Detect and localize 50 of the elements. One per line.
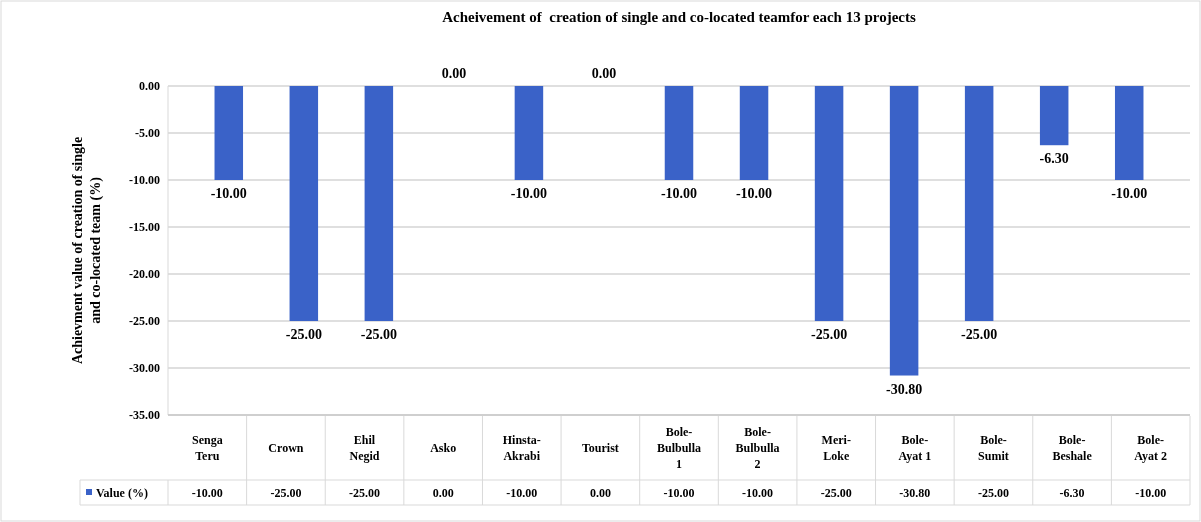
y-tick-label: -15.00 bbox=[129, 220, 160, 234]
text: -10.00 bbox=[735, 186, 773, 201]
data-label: -10.00 bbox=[506, 486, 538, 500]
data-label: -25.00 bbox=[270, 486, 302, 500]
data-label: -6.30 bbox=[1059, 486, 1085, 500]
data-label: -25.00 bbox=[977, 486, 1009, 500]
text: -30.80 bbox=[886, 381, 923, 397]
y-tick-label: -10.00 bbox=[129, 173, 160, 187]
data-label: -25.00 bbox=[820, 486, 852, 500]
x-tick-label: Bole-Bulbulla 1 bbox=[656, 424, 702, 471]
x-tick-label: Ehil Negid bbox=[349, 432, 380, 463]
x-tick-label: Bole-Ayat 2 bbox=[1134, 432, 1168, 463]
text: -10.00 bbox=[1111, 186, 1148, 201]
data-label: -10.00 bbox=[1135, 486, 1167, 500]
y-axis-title: Achievment value of creation of single and co-located team (%) bbox=[70, 136, 104, 365]
x-tick-label: Bole-Bulbulla 2 bbox=[735, 424, 780, 471]
text: -6.30 bbox=[1039, 151, 1069, 167]
x-tick-label: Meri-Loke bbox=[821, 432, 851, 463]
x-tick-label: Senga Teru bbox=[191, 432, 223, 463]
y-tick-label: -5.00 bbox=[135, 126, 160, 140]
x-tick-label: Tourist bbox=[581, 440, 619, 455]
text: -10.00 bbox=[660, 186, 698, 201]
text: -25.00 bbox=[810, 327, 848, 342]
text: 0.00 bbox=[441, 66, 467, 81]
y-tick-label: -25.00 bbox=[129, 314, 160, 328]
legend-label: Value (%) bbox=[96, 486, 148, 500]
data-label: 0.00 bbox=[589, 486, 611, 500]
data-label: -10.00 bbox=[191, 486, 223, 500]
data-label: 0.00 bbox=[432, 486, 454, 500]
y-tick-label: -30.00 bbox=[129, 361, 160, 375]
data-label: -25.00 bbox=[349, 486, 381, 500]
x-tick-label: Asko bbox=[430, 440, 457, 455]
data-label: -30.80 bbox=[899, 486, 931, 500]
text: -10.00 bbox=[210, 186, 247, 201]
x-tick-label: Hinsta-Akrabi bbox=[502, 432, 541, 463]
text: -25.00 bbox=[961, 327, 998, 342]
x-tick-label: Bole-Ayat 1 bbox=[898, 432, 932, 463]
x-tick-label: Bole-Sumit bbox=[978, 432, 1009, 463]
y-tick-label: -20.00 bbox=[129, 267, 160, 281]
data-label: -10.00 bbox=[663, 486, 695, 500]
text: -25.00 bbox=[285, 327, 322, 342]
y-tick-label: 0.00 bbox=[139, 79, 160, 93]
x-tick-label: Bole-Beshale bbox=[1052, 432, 1093, 463]
x-tick-label: Crown bbox=[268, 440, 304, 455]
data-label: -10.00 bbox=[742, 486, 774, 500]
chart-title: Acheivement of creation of single and co-located teamfor each 13 projects bbox=[442, 9, 916, 25]
y-tick-label: -35.00 bbox=[129, 408, 160, 422]
text: 0.00 bbox=[591, 66, 617, 81]
text: -25.00 bbox=[360, 327, 397, 342]
text: -10.00 bbox=[510, 186, 548, 201]
